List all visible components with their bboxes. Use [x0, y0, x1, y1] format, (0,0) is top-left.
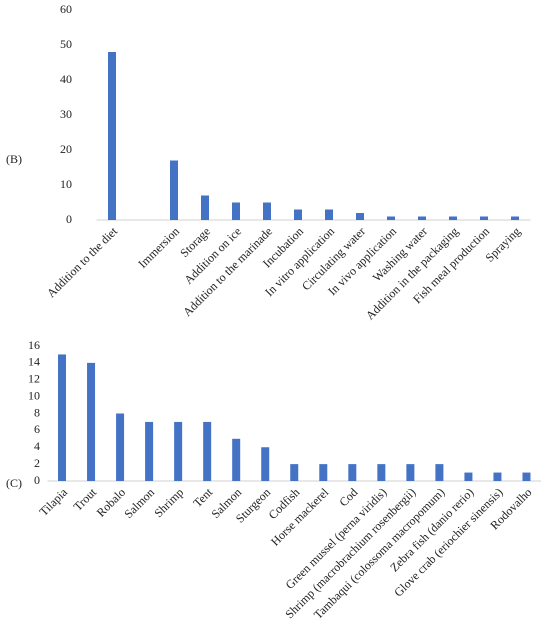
y-tick-label: 10	[60, 177, 72, 191]
bar	[480, 216, 488, 220]
bar	[232, 438, 241, 481]
bar	[522, 472, 531, 481]
bar	[170, 160, 178, 220]
x-tick-label: Tilapia	[36, 485, 70, 519]
y-tick-label: 50	[60, 37, 72, 51]
x-tick-label: Robalo	[94, 485, 128, 519]
bar	[387, 216, 395, 220]
y-tick-label: 0	[66, 212, 72, 226]
y-tick-label: 10	[28, 388, 40, 402]
bar	[294, 209, 302, 220]
bar	[108, 52, 116, 220]
bar	[58, 354, 67, 481]
y-tick-label: 8	[34, 405, 40, 419]
y-tick-label: 20	[60, 142, 72, 156]
bar	[232, 202, 240, 220]
bar	[87, 362, 96, 481]
y-tick-label: 6	[34, 422, 40, 436]
bar	[449, 216, 457, 220]
bar	[261, 447, 270, 481]
bar	[325, 209, 333, 220]
bar	[356, 213, 364, 220]
bar	[174, 421, 183, 481]
x-tick-label: Addition to the diet	[44, 224, 121, 301]
y-tick-label: 14	[28, 355, 40, 369]
bar	[406, 464, 415, 481]
x-tick-label: Tent	[190, 485, 215, 510]
bar	[435, 464, 444, 481]
y-tick-label: 2	[34, 456, 40, 470]
bar	[464, 472, 473, 481]
y-tick-label: 16	[28, 338, 40, 352]
panel-label: (B)	[6, 152, 22, 166]
y-tick-label: 4	[34, 439, 40, 453]
bar	[493, 472, 502, 481]
x-tick-label: Salmon	[121, 485, 157, 521]
x-tick-label: Shrimp	[151, 485, 186, 520]
bar	[145, 421, 154, 481]
bar	[263, 202, 271, 220]
bar	[290, 464, 299, 481]
bar	[418, 216, 426, 220]
x-tick-label: Spraying	[483, 224, 524, 265]
x-tick-label: Immersion	[135, 224, 182, 271]
bar	[511, 216, 519, 220]
bar	[348, 464, 357, 481]
panel-label: (C)	[6, 476, 22, 490]
y-tick-label: 30	[60, 107, 72, 121]
x-tick-label: Cod	[336, 485, 360, 509]
y-tick-label: 40	[60, 72, 72, 86]
bar	[377, 464, 386, 481]
bar	[319, 464, 328, 481]
y-tick-label: 12	[28, 372, 40, 386]
bar	[201, 195, 209, 220]
bar	[203, 421, 212, 481]
bar	[116, 413, 125, 481]
y-tick-label: 60	[60, 2, 72, 16]
y-tick-label: 0	[34, 473, 40, 487]
